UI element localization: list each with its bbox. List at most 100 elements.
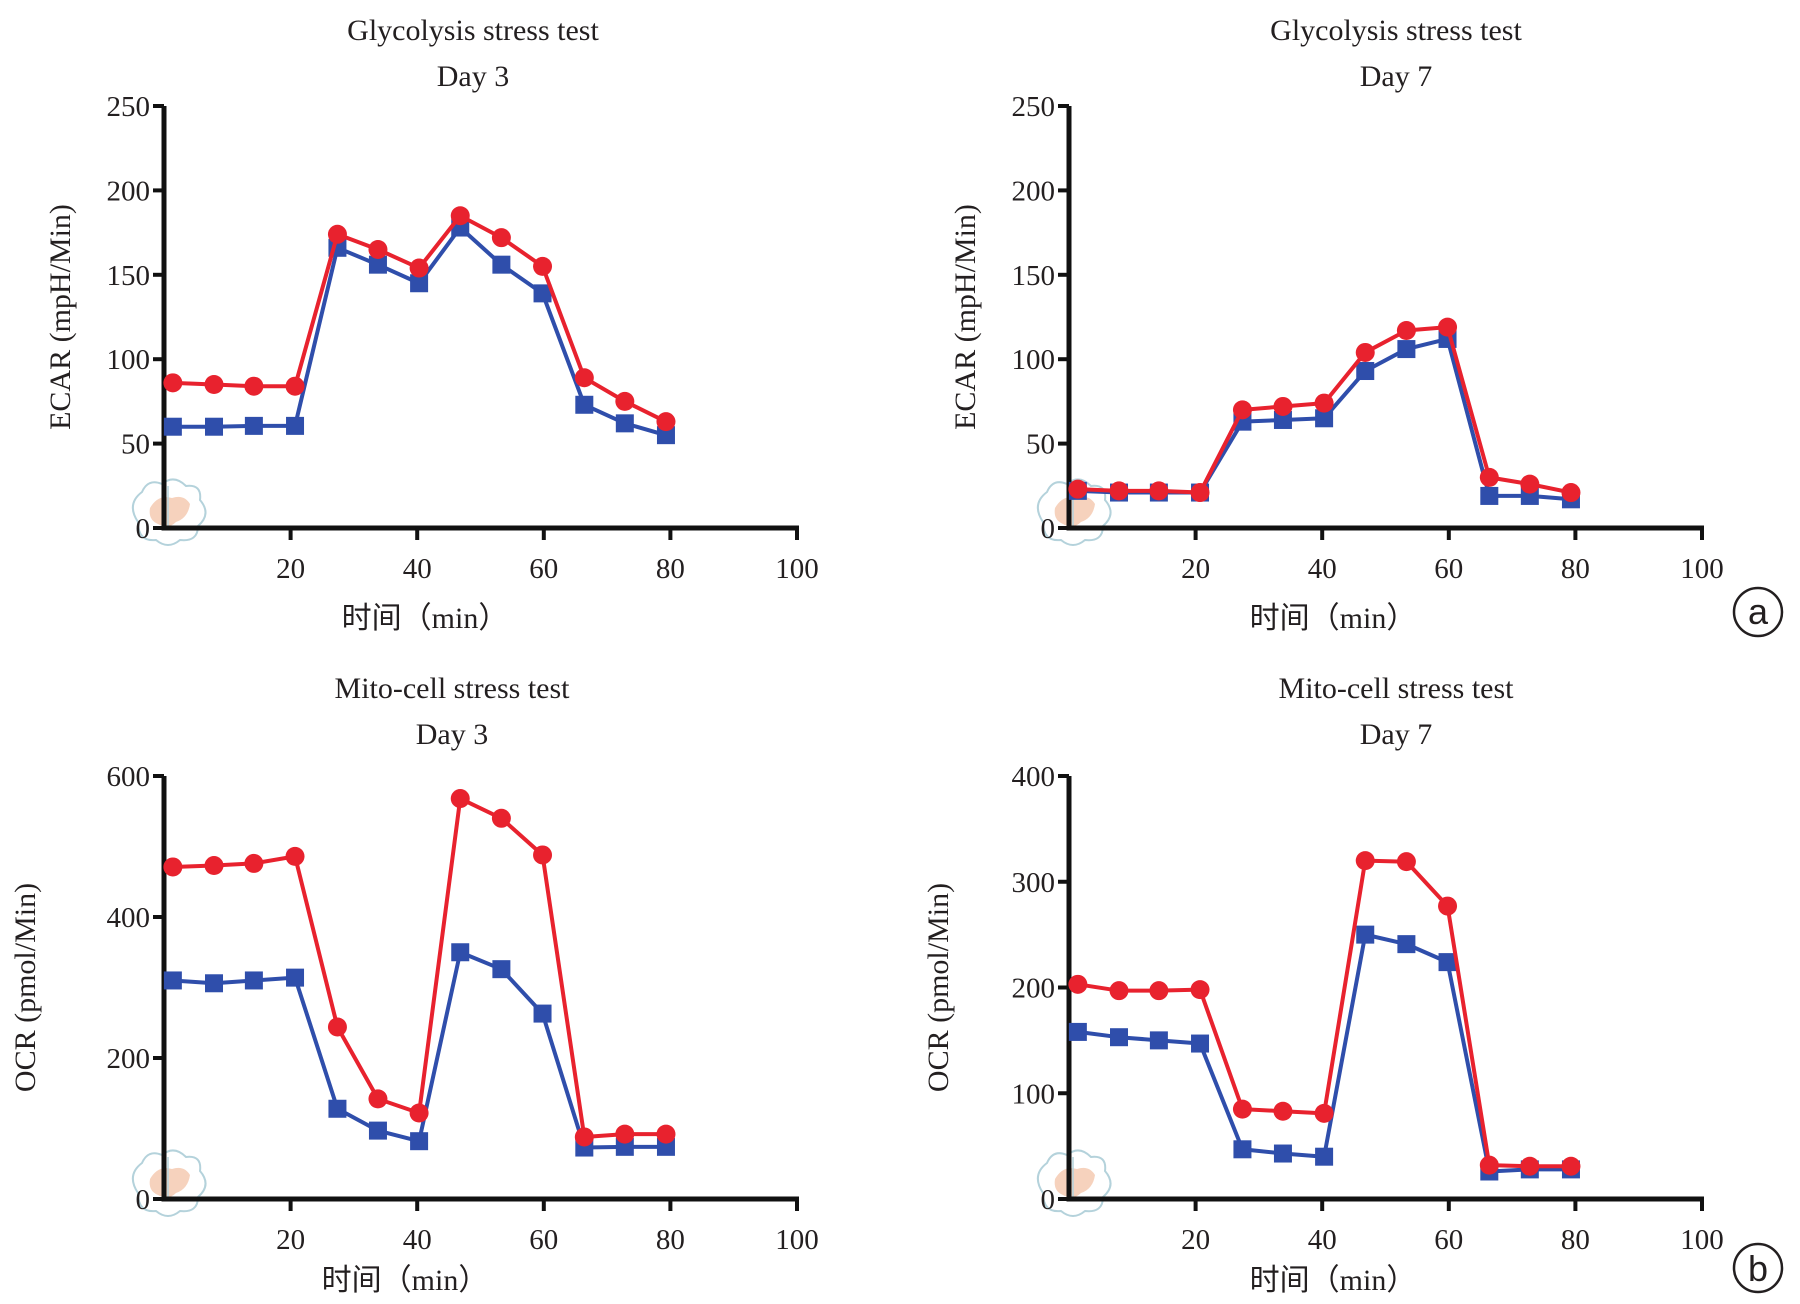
data-point-square: [410, 274, 429, 293]
panel-letter-b: b: [1748, 1248, 1768, 1289]
y-tick-label: 200: [1012, 175, 1056, 207]
watermark-logo: [1036, 1149, 1112, 1217]
y-tick-label: 600: [107, 761, 151, 793]
panel-letter-a: a: [1748, 591, 1769, 632]
data-point-square: [1397, 935, 1416, 954]
x-tick-label: 80: [656, 1224, 685, 1256]
data-point-circle: [1273, 1101, 1293, 1121]
data-point-circle: [491, 228, 511, 248]
data-point-circle: [533, 845, 553, 865]
chart-subtitle: Day 3: [416, 718, 488, 751]
chart-glyco-day3: Glycolysis stress test Day 3 0 50 100 150 200 2…: [44, 14, 819, 635]
watermark-logo: [131, 1149, 207, 1217]
panel-marker-b: b: [1732, 1242, 1784, 1294]
data-point-circle: [491, 808, 511, 828]
y-tick-label: 100: [1012, 344, 1056, 376]
data-point-square: [244, 416, 263, 435]
x-tick-label: 20: [1181, 553, 1210, 585]
series-blue-square: [163, 943, 675, 1157]
data-point-circle: [450, 789, 470, 809]
x-tick-label: 100: [1680, 1224, 1724, 1256]
x-tick-label: 60: [529, 553, 558, 585]
data-point-square: [286, 416, 305, 435]
watermark-logo: [131, 478, 207, 546]
data-point-circle: [244, 853, 264, 873]
data-point-circle: [1068, 479, 1088, 499]
y-tick-label: 150: [107, 260, 151, 292]
y-tick-label: 100: [1012, 1078, 1056, 1110]
data-point-square: [1356, 925, 1375, 944]
data-point-square: [451, 943, 470, 962]
chart-title: Glycolysis stress test: [347, 14, 599, 47]
y-tick-label: 0: [136, 513, 151, 545]
data-point-circle: [1479, 467, 1499, 487]
y-tick-label: 200: [1012, 973, 1056, 1005]
y-tick-label: 400: [1012, 761, 1056, 793]
data-point-circle: [327, 224, 347, 244]
data-point-circle: [327, 1017, 347, 1037]
y-tick-label: 50: [121, 429, 150, 461]
data-point-square: [492, 960, 511, 979]
data-point-square: [1149, 1031, 1168, 1050]
data-point-circle: [1520, 474, 1540, 494]
y-tick-label: 250: [1012, 91, 1056, 123]
data-point-circle: [1314, 393, 1334, 413]
y-tick-label: 0: [136, 1184, 151, 1216]
series-blue-square: [1068, 925, 1580, 1181]
data-point-square: [1110, 1028, 1129, 1047]
y-axis-title: ECAR (mpH/Min): [949, 204, 982, 430]
data-point-circle: [368, 1089, 388, 1109]
x-tick-label: 20: [276, 1224, 305, 1256]
y-tick-label: 0: [1041, 513, 1056, 545]
data-point-circle: [285, 846, 305, 866]
data-point-circle: [533, 256, 553, 276]
data-point-square: [1273, 410, 1292, 429]
series-red-circle: [1068, 317, 1581, 503]
data-point-circle: [1273, 396, 1293, 416]
y-tick-label: 200: [107, 175, 151, 207]
series-red-circle: [163, 789, 676, 1147]
x-tick-label: 40: [1308, 1224, 1337, 1256]
data-point-circle: [1149, 981, 1169, 1001]
data-point-square: [410, 1132, 429, 1151]
data-point-square: [656, 426, 675, 445]
x-tick-label: 100: [775, 1224, 819, 1256]
data-point-circle: [1561, 483, 1581, 503]
series-red-circle: [163, 206, 676, 432]
x-tick-label: 80: [1561, 1224, 1590, 1256]
data-point-circle: [1109, 981, 1129, 1001]
x-axis-title: 时间（min）: [342, 602, 509, 635]
data-point-circle: [1314, 1103, 1334, 1123]
x-tick-label: 20: [276, 553, 305, 585]
y-tick-label: 0: [1041, 1184, 1056, 1216]
watermark-map: [149, 496, 190, 527]
panel-marker-circle: [1732, 586, 1784, 638]
y-tick-label: 300: [1012, 867, 1056, 899]
data-point-square: [1438, 953, 1457, 972]
data-point-circle: [450, 206, 470, 226]
data-point-circle: [1190, 980, 1210, 1000]
data-point-square: [163, 971, 182, 990]
y-tick-label: 100: [107, 344, 151, 376]
data-point-square: [1356, 362, 1375, 381]
data-point-square: [1068, 1022, 1087, 1041]
watermark-map: [1054, 1167, 1095, 1198]
chart-title: Mito-cell stress test: [335, 672, 571, 705]
x-tick-label: 100: [1680, 553, 1724, 585]
data-point-circle: [204, 375, 224, 395]
data-point-circle: [1561, 1156, 1581, 1176]
data-point-square: [575, 395, 594, 414]
data-point-circle: [656, 412, 676, 432]
data-point-square: [286, 968, 305, 987]
watermark-map: [149, 1167, 190, 1198]
x-tick-label: 60: [1434, 1224, 1463, 1256]
y-tick-label: 50: [1026, 429, 1055, 461]
data-point-circle: [285, 376, 305, 396]
x-tick-label: 80: [656, 553, 685, 585]
watermark-border: [131, 478, 207, 546]
data-point-circle: [1438, 317, 1458, 337]
chart-subtitle: Day 7: [1360, 60, 1432, 93]
x-tick-label: 60: [529, 1224, 558, 1256]
data-point-square: [615, 414, 634, 433]
watermark-logo: [1036, 478, 1112, 546]
